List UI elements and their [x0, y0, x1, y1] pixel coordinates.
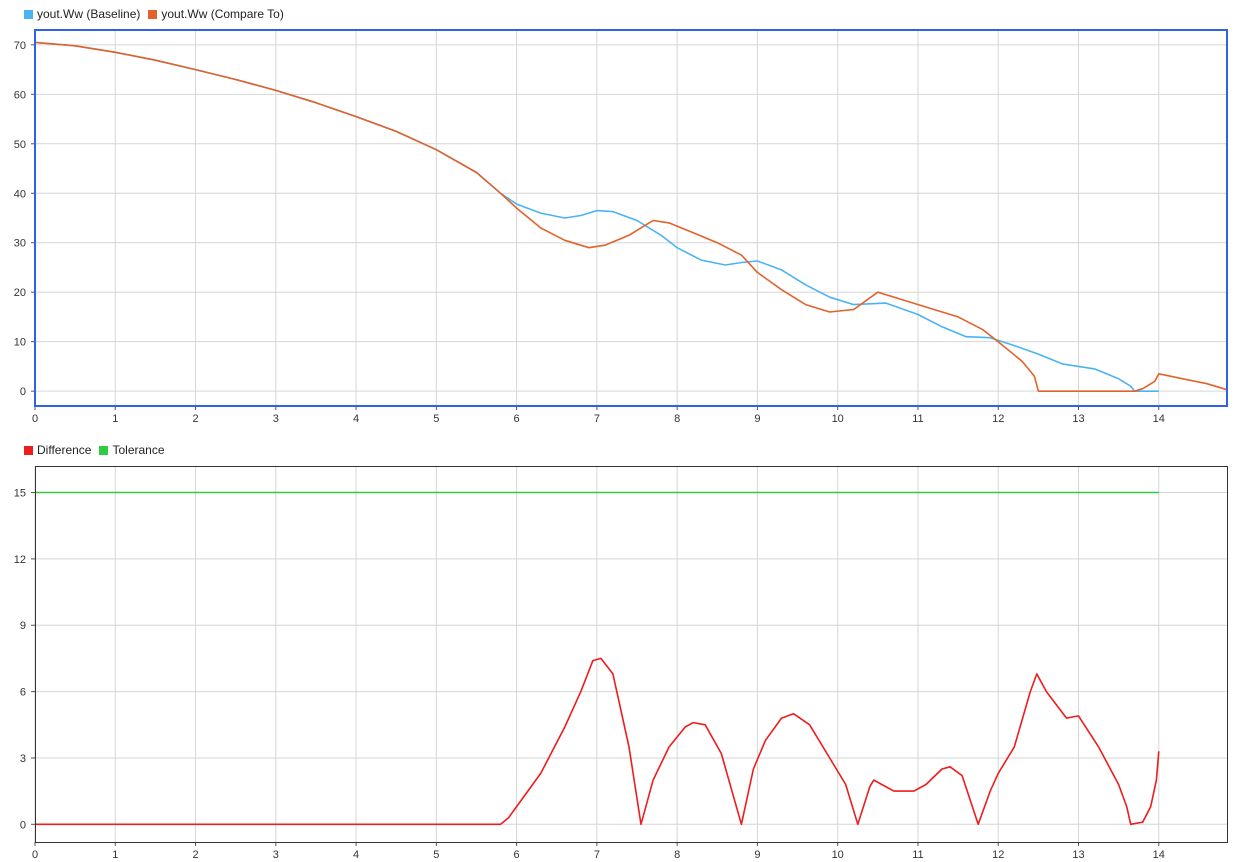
x-tick-label: 5: [433, 413, 439, 425]
legend-swatch: [24, 445, 33, 455]
x-tick-label: 0: [32, 849, 38, 861]
plot-background: [35, 466, 1227, 842]
y-tick-label: 70: [14, 40, 26, 52]
plot-border: [35, 466, 1228, 843]
x-tick-label: 14: [1153, 413, 1165, 425]
legend-item[interactable]: Tolerance: [99, 443, 165, 457]
y-tick-label: 15: [14, 488, 26, 500]
x-tick-label: 13: [1072, 413, 1084, 425]
y-tick-label: 30: [14, 238, 26, 250]
y-tick-label: 9: [20, 620, 26, 632]
x-tick-label: 2: [192, 413, 198, 425]
x-tick-label: 2: [192, 849, 198, 861]
legend-label: Difference: [37, 443, 92, 457]
y-tick-label: 50: [14, 139, 26, 151]
x-tick-label: 10: [832, 413, 844, 425]
y-tick-label: 12: [14, 554, 26, 566]
series-line-difference: [35, 657, 1160, 826]
y-tick-label: 20: [14, 287, 26, 299]
x-tick-label: 1: [112, 413, 118, 425]
x-tick-label: 6: [514, 849, 520, 861]
x-tick-label: 9: [754, 849, 760, 861]
x-tick-label: 5: [433, 849, 439, 861]
y-tick-label: 40: [14, 188, 26, 200]
x-tick-label: 13: [1072, 849, 1084, 861]
x-tick-label: 12: [992, 413, 1004, 425]
x-tick-label: 7: [594, 849, 600, 861]
x-tick-label: 10: [832, 849, 844, 861]
x-tick-label: 8: [674, 849, 680, 861]
legend-item[interactable]: yout.Ww (Compare To): [148, 7, 284, 21]
legend-label: yout.Ww (Baseline): [37, 7, 141, 21]
y-tick-label: 3: [20, 753, 26, 765]
x-tick-label: 11: [912, 413, 923, 425]
x-tick-label: 4: [353, 413, 359, 425]
top-legend: yout.Ww (Baseline) yout.Ww (Compare To): [24, 6, 292, 22]
series-line-yout-ww-compare-to: [34, 41, 1228, 392]
legend-item[interactable]: yout.Ww (Baseline): [24, 7, 140, 21]
legend-label: Tolerance: [112, 443, 165, 457]
bottom-legend: Difference Tolerance: [24, 442, 173, 458]
x-tick-label: 7: [594, 413, 600, 425]
y-tick-label: 10: [14, 337, 26, 349]
x-tick-label: 11: [912, 849, 923, 861]
x-tick-label: 12: [992, 849, 1004, 861]
legend-swatch: [99, 445, 109, 455]
legend-label: yout.Ww (Compare To): [161, 7, 284, 21]
selected-plot-border: [34, 29, 1228, 407]
y-tick-label: 6: [20, 687, 26, 699]
x-tick-label: 3: [273, 849, 279, 861]
y-tick-label: 60: [14, 89, 26, 101]
x-tick-label: 8: [674, 413, 680, 425]
legend-swatch: [148, 9, 158, 19]
x-tick-label: 0: [32, 413, 38, 425]
legend-swatch: [24, 9, 33, 19]
x-tick-label: 14: [1153, 849, 1165, 861]
x-tick-label: 4: [353, 849, 359, 861]
x-tick-label: 1: [112, 849, 118, 861]
legend-item[interactable]: Difference: [24, 443, 91, 457]
x-tick-label: 9: [754, 413, 760, 425]
y-tick-label: 0: [20, 386, 26, 398]
x-tick-label: 6: [514, 413, 520, 425]
x-tick-label: 3: [273, 413, 279, 425]
y-tick-label: 0: [20, 819, 26, 831]
